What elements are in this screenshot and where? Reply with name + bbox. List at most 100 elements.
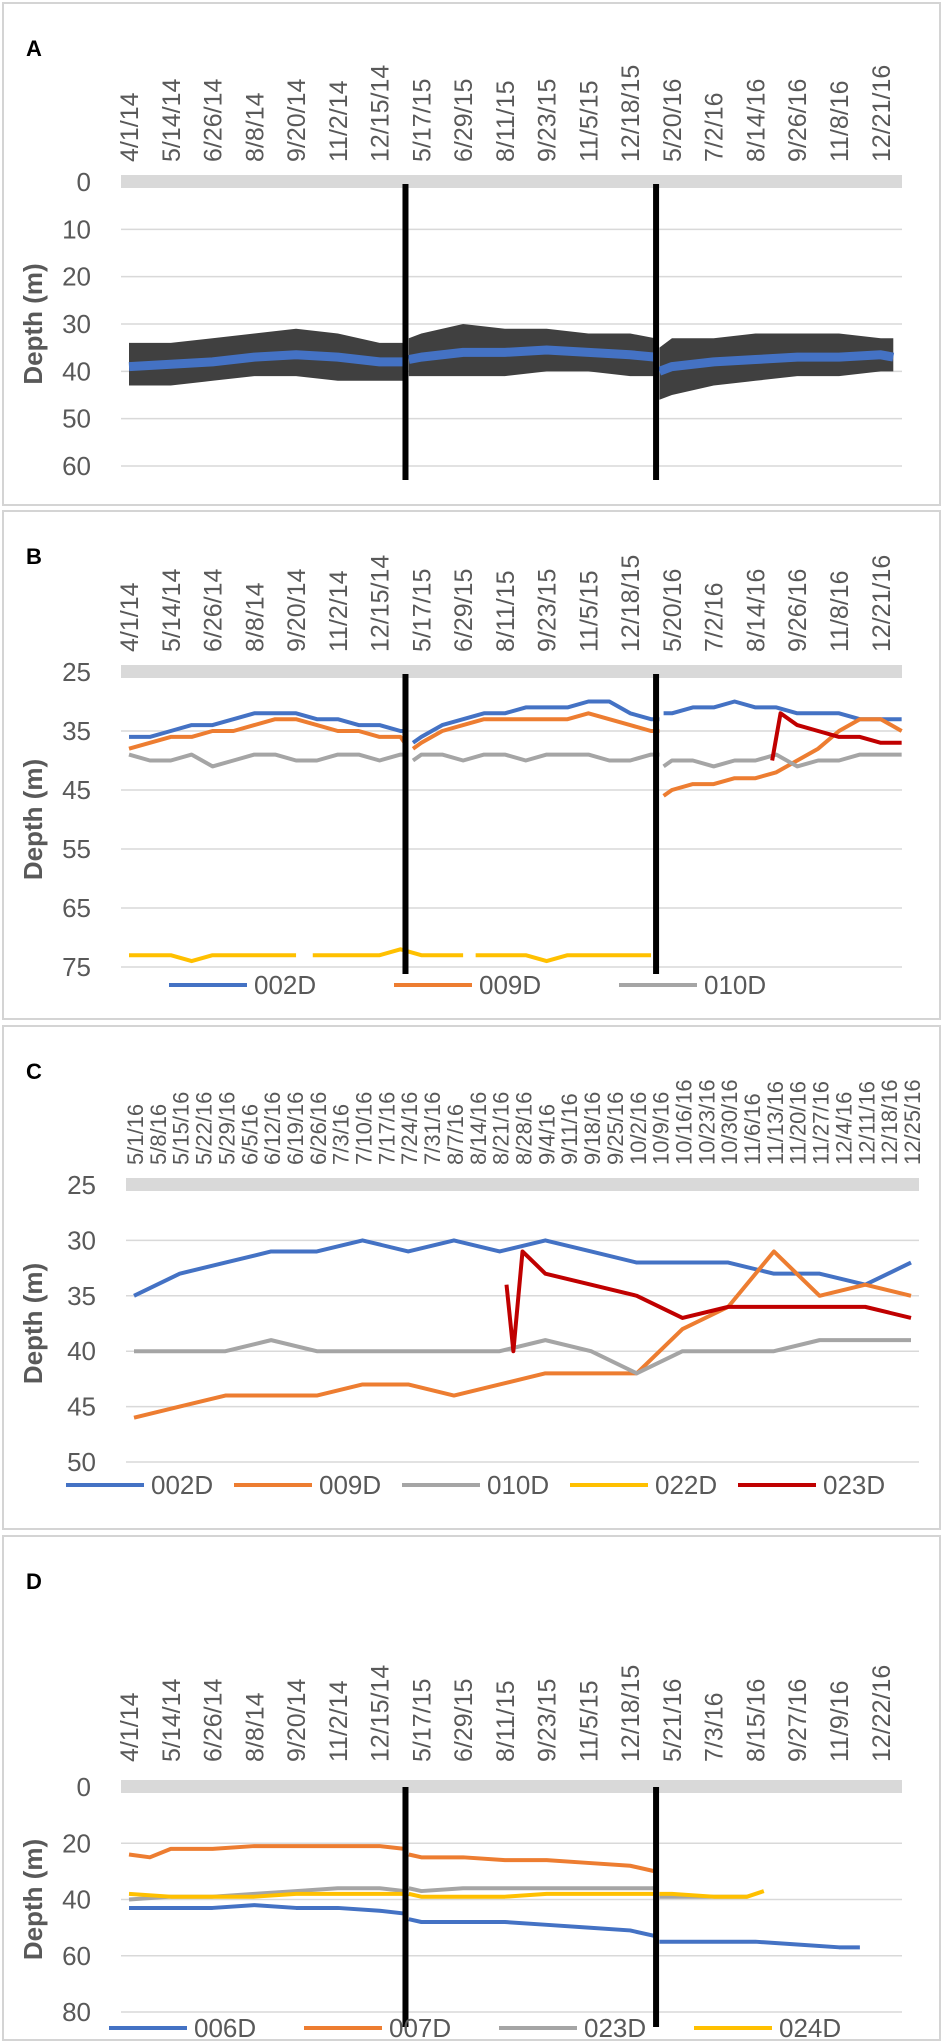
x-tick-label: 11/5/15 xyxy=(575,80,603,162)
legend: 006D 007D 023D 024D xyxy=(109,2013,841,2043)
chart-c: 5/1/165/8/165/15/165/22/165/29/166/5/166… xyxy=(18,1079,925,1500)
x-tick-label: 10/30/16 xyxy=(717,1079,742,1165)
x-tick-label: 7/3/16 xyxy=(329,1104,354,1165)
y-tick-label: 60 xyxy=(62,451,91,481)
x-tick-label: 4/1/14 xyxy=(116,92,144,162)
y-tick-label: 10 xyxy=(62,214,91,244)
x-tick-label: 11/2/14 xyxy=(325,1680,353,1762)
series-line xyxy=(133,1249,912,1420)
panel-c-label: C xyxy=(26,1059,42,1084)
x-tick-label: 5/29/16 xyxy=(214,1092,239,1165)
x-tick-labels: 4/1/14 5/14/14 6/26/14 8/8/14 9/20/14 11/2/14… xyxy=(116,555,896,652)
series-line xyxy=(408,1852,656,1874)
x-tick-label: 6/19/16 xyxy=(283,1092,308,1165)
series-line xyxy=(128,1844,405,1860)
series-mean xyxy=(128,345,895,376)
y-tick-label: 40 xyxy=(67,1336,96,1366)
x-tick-label: 7/17/16 xyxy=(374,1092,399,1165)
legend-label: 024D xyxy=(779,2013,841,2043)
x-tick-label: 9/20/14 xyxy=(283,568,311,652)
y-tick-label: 50 xyxy=(62,404,91,434)
series-010D xyxy=(128,752,902,769)
x-tick-label: 12/25/16 xyxy=(900,1079,925,1165)
legend-label: 022D xyxy=(655,1470,717,1500)
y-tick-label: 25 xyxy=(67,1170,96,1200)
y-axis-label: Depth (m) xyxy=(18,1263,48,1384)
x-tick-label: 5/20/16 xyxy=(659,79,687,162)
y-tick-label: 45 xyxy=(62,775,91,805)
x-tick-label: 5/15/16 xyxy=(169,1092,194,1165)
x-axis-bar xyxy=(121,1780,902,1793)
y-axis-label: Depth (m) xyxy=(18,263,48,384)
x-tick-label: 11/5/15 xyxy=(575,1680,603,1762)
x-tick-label: 11/8/16 xyxy=(826,80,854,162)
legend: 002D 009D 010D xyxy=(169,970,766,1000)
x-tick-label: 8/8/14 xyxy=(241,92,269,162)
legend-label: 006D xyxy=(194,2013,256,2043)
y-axis: 0 10 20 30 40 50 60 xyxy=(62,167,902,481)
x-tick-label: 7/24/16 xyxy=(397,1092,422,1165)
series-line xyxy=(133,1238,912,1298)
x-tick-label: 12/22/16 xyxy=(868,1665,896,1762)
x-tick-labels: 4/1/14 5/14/14 6/26/14 8/8/14 9/20/14 11/2/14… xyxy=(116,1665,896,1762)
x-tick-label: 7/2/16 xyxy=(701,582,729,652)
x-tick-label: 11/13/16 xyxy=(763,1081,788,1165)
x-tick-label: 4/1/14 xyxy=(116,1692,144,1762)
series-line xyxy=(411,711,660,751)
y-tick-label: 0 xyxy=(77,1772,91,1802)
x-tick-labels: 5/1/165/8/165/15/165/22/165/29/166/5/166… xyxy=(123,1079,925,1165)
x-tick-label: 6/26/14 xyxy=(200,568,228,652)
series-line xyxy=(129,711,405,739)
chart-d: 4/1/14 5/14/14 6/26/14 8/8/14 9/20/14 11/2/14… xyxy=(18,1665,902,2043)
x-tick-label: 6/29/15 xyxy=(450,1679,478,1762)
x-tick-label: 5/14/14 xyxy=(158,1678,186,1762)
panel-d-label: D xyxy=(26,1569,42,1594)
series-range xyxy=(129,324,894,400)
legend-label: 009D xyxy=(319,1470,381,1500)
legend-label: 002D xyxy=(151,1470,213,1500)
legend-label: 009D xyxy=(479,970,541,1000)
x-tick-label: 8/8/14 xyxy=(241,1692,269,1762)
series-line xyxy=(411,699,660,745)
chart-a: 4/1/14 5/14/14 6/26/14 8/8/14 9/20/14 11/2/14… xyxy=(18,65,902,481)
x-tick-label: 12/18/15 xyxy=(617,555,645,652)
series-023D xyxy=(504,1249,912,1354)
x-tick-label: 9/18/16 xyxy=(580,1092,605,1165)
series-line xyxy=(659,1939,860,1950)
x-tick-label: 12/15/14 xyxy=(367,555,395,652)
series-024D xyxy=(128,1889,765,1899)
y-tick-label: 55 xyxy=(62,834,91,864)
legend-label: 023D xyxy=(823,1470,885,1500)
x-tick-label: 8/8/14 xyxy=(241,582,269,652)
series-line xyxy=(134,1338,912,1376)
x-tick-label: 11/9/16 xyxy=(826,1680,854,1762)
series-line xyxy=(408,1891,656,1899)
y-tick-label: 45 xyxy=(67,1392,96,1422)
series-line xyxy=(411,752,660,763)
y-tick-label: 20 xyxy=(62,262,91,292)
x-tick-label: 12/21/16 xyxy=(868,65,896,162)
series-line xyxy=(657,350,895,376)
x-tick-label: 7/3/16 xyxy=(701,1692,729,1762)
y-tick-label: 75 xyxy=(62,952,91,982)
x-tick-label: 5/14/14 xyxy=(158,78,186,162)
series-line xyxy=(770,711,902,761)
legend-label: 010D xyxy=(487,1470,549,1500)
x-tick-label: 8/11/15 xyxy=(492,570,520,652)
x-tick-label: 6/12/16 xyxy=(260,1092,285,1165)
x-tick-label: 6/26/14 xyxy=(200,78,228,162)
x-tick-label: 10/9/16 xyxy=(649,1092,674,1165)
series-line xyxy=(407,345,656,364)
x-tick-label: 6/26/16 xyxy=(306,1092,331,1165)
panel-a: A 4/1/14 5/14/14 6/26/14 8/8/14 9/20/14 11/2/… xyxy=(2,2,941,506)
x-tick-label: 12/18/15 xyxy=(617,1665,645,1762)
x-tick-label: 10/2/16 xyxy=(626,1092,651,1165)
x-tick-label: 12/15/14 xyxy=(367,1665,395,1762)
series-line xyxy=(129,953,297,964)
panel-b-label: B xyxy=(26,544,42,569)
x-tick-label: 6/29/15 xyxy=(450,569,478,652)
x-tick-label: 4/1/14 xyxy=(116,582,144,652)
legend-label: 023D xyxy=(584,2013,646,2043)
x-tick-label: 10/23/16 xyxy=(694,1079,719,1165)
x-tick-label: 6/29/15 xyxy=(450,79,478,162)
